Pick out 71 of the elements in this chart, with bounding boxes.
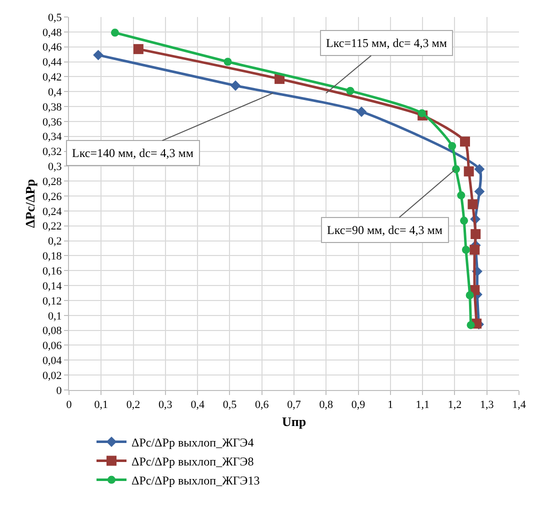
point — [448, 142, 456, 150]
y-tick-label: 0,14 — [42, 280, 62, 292]
y-tick-label: 0,06 — [42, 340, 62, 352]
point — [462, 246, 470, 254]
y-tick-label: 0 — [56, 384, 62, 397]
point — [474, 186, 485, 197]
y-tick-label: 0,1 — [48, 310, 62, 322]
x-tick-label: 0,9 — [351, 399, 366, 412]
y-tick-label: 0,28 — [42, 176, 62, 188]
point — [460, 136, 470, 147]
point — [346, 86, 354, 95]
annotation: Lкс=115 мм, dс= 4,3 мм — [326, 36, 448, 50]
y-tick-label: 0,34 — [42, 131, 62, 144]
point — [466, 321, 475, 330]
legend-label: ΔPc/ΔPp выхлоп_ЖГЭ8 — [132, 454, 254, 468]
annotation: Lкс=140 мм, dс= 4,3 мм — [72, 146, 194, 160]
y-tick-label: 0,4 — [48, 86, 62, 98]
y-tick-label: 0,3 — [48, 161, 62, 174]
y-tick-label: 0,46 — [42, 42, 62, 54]
x-tick-label: 0,4 — [190, 399, 205, 412]
point — [133, 44, 144, 54]
point — [110, 28, 119, 37]
x-tick-label: 0,3 — [158, 399, 173, 412]
x-tick-label: 0,7 — [287, 399, 302, 412]
point — [464, 166, 474, 176]
x-tick-label: 0,5 — [222, 399, 238, 412]
point — [468, 199, 478, 210]
point — [452, 165, 460, 174]
point — [356, 106, 367, 117]
x-tick-label: 0,1 — [94, 399, 108, 412]
legend-label: ΔPc/ΔPp выхлоп_ЖГЭ13 — [132, 473, 260, 488]
point — [470, 229, 481, 240]
point — [474, 164, 485, 174]
point — [230, 80, 241, 91]
x-tick-label: 1 — [388, 399, 394, 412]
y-tick-label: 0,2 — [48, 236, 62, 248]
point — [460, 216, 468, 225]
x-tick-label: 1,4 — [512, 399, 526, 412]
point — [466, 291, 474, 300]
y-tick-label: 0,36 — [42, 116, 62, 128]
y-tick-label: 0,12 — [42, 295, 62, 308]
x-tick-label: 0,8 — [319, 399, 334, 412]
point — [224, 58, 232, 66]
point — [470, 244, 480, 255]
y-tick-label: 0,18 — [42, 250, 62, 263]
y-tick-label: 0,04 — [42, 355, 62, 368]
y-tick-label: 0,48 — [42, 26, 62, 39]
point — [418, 109, 426, 118]
y-tick-label: 0,42 — [42, 72, 62, 84]
x-tick-label: 1,1 — [416, 399, 430, 412]
x-tick-label: 1,2 — [448, 399, 462, 412]
y-tick-label: 0,32 — [42, 146, 62, 158]
legend-label: ΔPc/ΔPp выхлоп_ЖГЭ4 — [132, 435, 254, 450]
y-tick-label: 0,24 — [42, 206, 62, 218]
point — [93, 50, 104, 60]
y-tick-label: 0,26 — [42, 190, 62, 203]
point — [457, 191, 466, 200]
y-tick-label: 0,02 — [42, 370, 62, 382]
x-tick-label: 0,6 — [254, 399, 270, 412]
x-tick-label: 0 — [66, 399, 72, 412]
y-tick-label: 0,22 — [42, 220, 62, 233]
y-axis-title: ΔPc/ΔPp — [22, 179, 38, 228]
y-tick-label: 0,38 — [42, 101, 62, 114]
x-axis-title: Uпр — [282, 414, 306, 429]
y-tick-label: 0,16 — [42, 265, 62, 278]
y-tick-label: 0,5 — [48, 12, 62, 24]
annotation: Lкс=90 мм, dс= 4,3 мм — [327, 223, 443, 237]
y-tick-label: 0,08 — [42, 325, 62, 338]
y-tick-label: 0,44 — [42, 56, 62, 69]
x-tick-label: 1,3 — [480, 399, 494, 412]
x-tick-label: 0,2 — [126, 399, 140, 412]
